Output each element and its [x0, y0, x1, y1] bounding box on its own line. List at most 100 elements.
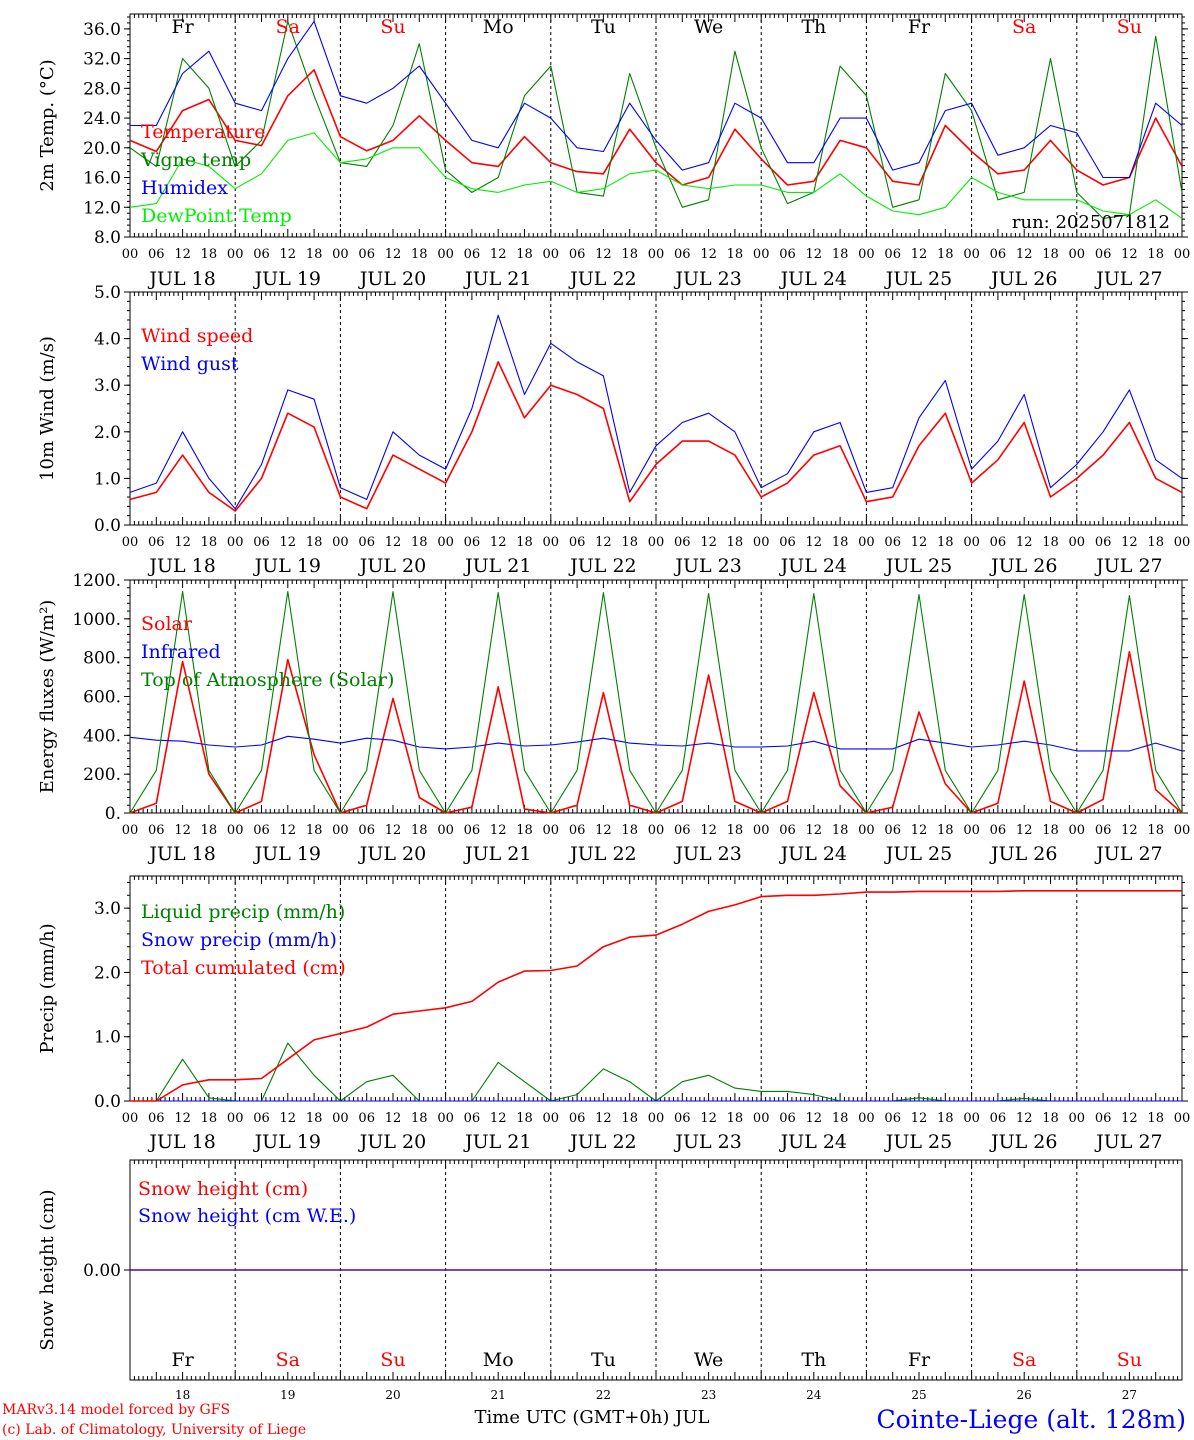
hour-tick-label: 06 — [569, 1111, 586, 1126]
hour-tick-label: 12 — [490, 1111, 507, 1126]
hour-tick-label: 12 — [595, 247, 612, 262]
legend-entry: DewPoint Temp — [141, 205, 292, 227]
hour-tick-label: 18 — [727, 535, 744, 550]
hour-tick-label: 12 — [595, 823, 612, 838]
date-label: JUL 20 — [358, 268, 426, 290]
legend-entry: Vigne temp — [140, 149, 251, 171]
date-label: JUL 22 — [568, 555, 636, 577]
hour-tick-label: 18 — [832, 247, 849, 262]
hour-tick-label: 12 — [700, 823, 717, 838]
weekday-label: Sa — [276, 1349, 300, 1371]
y-axis-label: Precip (mm/h) — [37, 923, 58, 1053]
hour-tick-label: 00 — [332, 247, 349, 262]
hour-tick-label: 00 — [122, 823, 139, 838]
date-label: JUL 25 — [884, 843, 952, 865]
date-label: JUL 19 — [253, 843, 321, 865]
weekday-label: Tu — [591, 16, 616, 38]
hour-tick-label: 00 — [858, 535, 875, 550]
hour-tick-label: 18 — [306, 823, 323, 838]
hour-tick-label: 18 — [306, 1111, 323, 1126]
date-label: JUL 19 — [253, 1131, 321, 1153]
date-label: JUL 19 — [253, 555, 321, 577]
date-label: JUL 18 — [147, 1131, 215, 1153]
hour-tick-label: 00 — [648, 823, 665, 838]
series-line-2 — [129, 735, 1183, 752]
hour-tick-label: 12 — [595, 1111, 612, 1126]
hour-tick-label: 06 — [358, 535, 375, 550]
date-label: JUL 21 — [463, 555, 531, 577]
weekday-label: Sa — [1012, 16, 1036, 38]
lab-credit: (c) Lab. of Climatology, University of L… — [2, 1422, 306, 1438]
hour-tick-label: 06 — [253, 535, 270, 550]
y-tick-label: 600. — [83, 688, 121, 708]
y-tick-label: 0.0 — [94, 1092, 121, 1112]
hour-tick-label: 12 — [595, 535, 612, 550]
legend-entry: Wind speed — [141, 325, 253, 347]
hour-tick-label: 06 — [569, 247, 586, 262]
hour-tick-label: 00 — [543, 535, 560, 550]
date-label: JUL 20 — [358, 1131, 426, 1153]
y-tick-label: 1000. — [72, 610, 121, 630]
date-label: JUL 25 — [884, 268, 952, 290]
hour-tick-label: 06 — [464, 535, 481, 550]
hour-tick-label: 06 — [148, 247, 165, 262]
hour-tick-label: 12 — [1016, 535, 1033, 550]
hour-tick-label: 00 — [753, 247, 770, 262]
date-label: JUL 18 — [147, 843, 215, 865]
hour-tick-label: 06 — [990, 247, 1007, 262]
hour-tick-label: 12 — [1121, 823, 1138, 838]
hour-tick-label: 12 — [385, 247, 402, 262]
y-tick-label: 16.0 — [83, 169, 121, 189]
weekday-label: Fr — [171, 16, 194, 38]
hour-tick-label: 00 — [1174, 535, 1191, 550]
panel-1: 8.0 12.0 16.0 20.0 24.0 28.0 32.0 36.0 2m Temp. … — [37, 13, 1190, 290]
legend-entry: Liquid precip (mm/h) — [141, 901, 345, 923]
date-label: JUL 23 — [673, 1131, 741, 1153]
date-label: JUL 25 — [884, 1131, 952, 1153]
hour-tick-label: 18 — [516, 535, 533, 550]
hour-tick-label: 12 — [174, 823, 191, 838]
hour-tick-label: 00 — [332, 1111, 349, 1126]
weekday-label: Mo — [483, 16, 514, 38]
hour-tick-label: 06 — [148, 823, 165, 838]
hour-tick-label: 06 — [1095, 823, 1112, 838]
date-label: JUL 26 — [989, 843, 1057, 865]
hour-tick-label: 00 — [332, 535, 349, 550]
hour-tick-label: 12 — [490, 247, 507, 262]
date-label: JUL 24 — [779, 843, 847, 865]
weekday-label: Su — [380, 16, 405, 38]
hour-tick-label: 06 — [569, 535, 586, 550]
hour-tick-label: 00 — [227, 1111, 244, 1126]
legend-entry: Snow height (cm W.E.) — [138, 1205, 356, 1227]
y-axis-label: Energy fluxes (W/m²) — [37, 600, 58, 794]
hour-tick-label: 12 — [1016, 1111, 1033, 1126]
day-number-label: 27 — [1122, 1388, 1137, 1402]
hour-tick-label: 06 — [884, 823, 901, 838]
weekday-label: Fr — [908, 1349, 931, 1371]
hour-tick-label: 00 — [1174, 1111, 1191, 1126]
y-tick-label: 400. — [83, 726, 121, 746]
hour-tick-label: 18 — [1042, 1111, 1059, 1126]
hour-tick-label: 18 — [1147, 247, 1164, 262]
series-line-1 — [129, 69, 1183, 186]
y-tick-label: 32.0 — [83, 50, 121, 70]
day-number-label: 22 — [596, 1388, 611, 1402]
station-name: Cointe-Liege (alt. 128m) — [877, 1405, 1186, 1434]
hour-tick-label: 06 — [1095, 535, 1112, 550]
date-label: JUL 27 — [1094, 1131, 1162, 1153]
panel-frame — [129, 13, 1183, 238]
hour-tick-label: 00 — [1069, 823, 1086, 838]
panel-4: 0.0 1.0 2.0 3.0 Precip (mm/h) Liquid precip (… — [37, 875, 1191, 1153]
y-tick-label: 12.0 — [83, 198, 121, 218]
y-tick-label: 800. — [83, 649, 121, 669]
hour-tick-label: 06 — [464, 823, 481, 838]
hour-tick-label: 06 — [674, 823, 691, 838]
y-tick-label: 200. — [83, 765, 121, 785]
legend-entry: Humidex — [141, 177, 228, 199]
y-tick-label: 2.0 — [94, 963, 121, 983]
hour-tick-label: 06 — [358, 247, 375, 262]
date-label: JUL 23 — [673, 555, 741, 577]
weekday-label: Fr — [908, 16, 931, 38]
hour-tick-label: 06 — [990, 823, 1007, 838]
